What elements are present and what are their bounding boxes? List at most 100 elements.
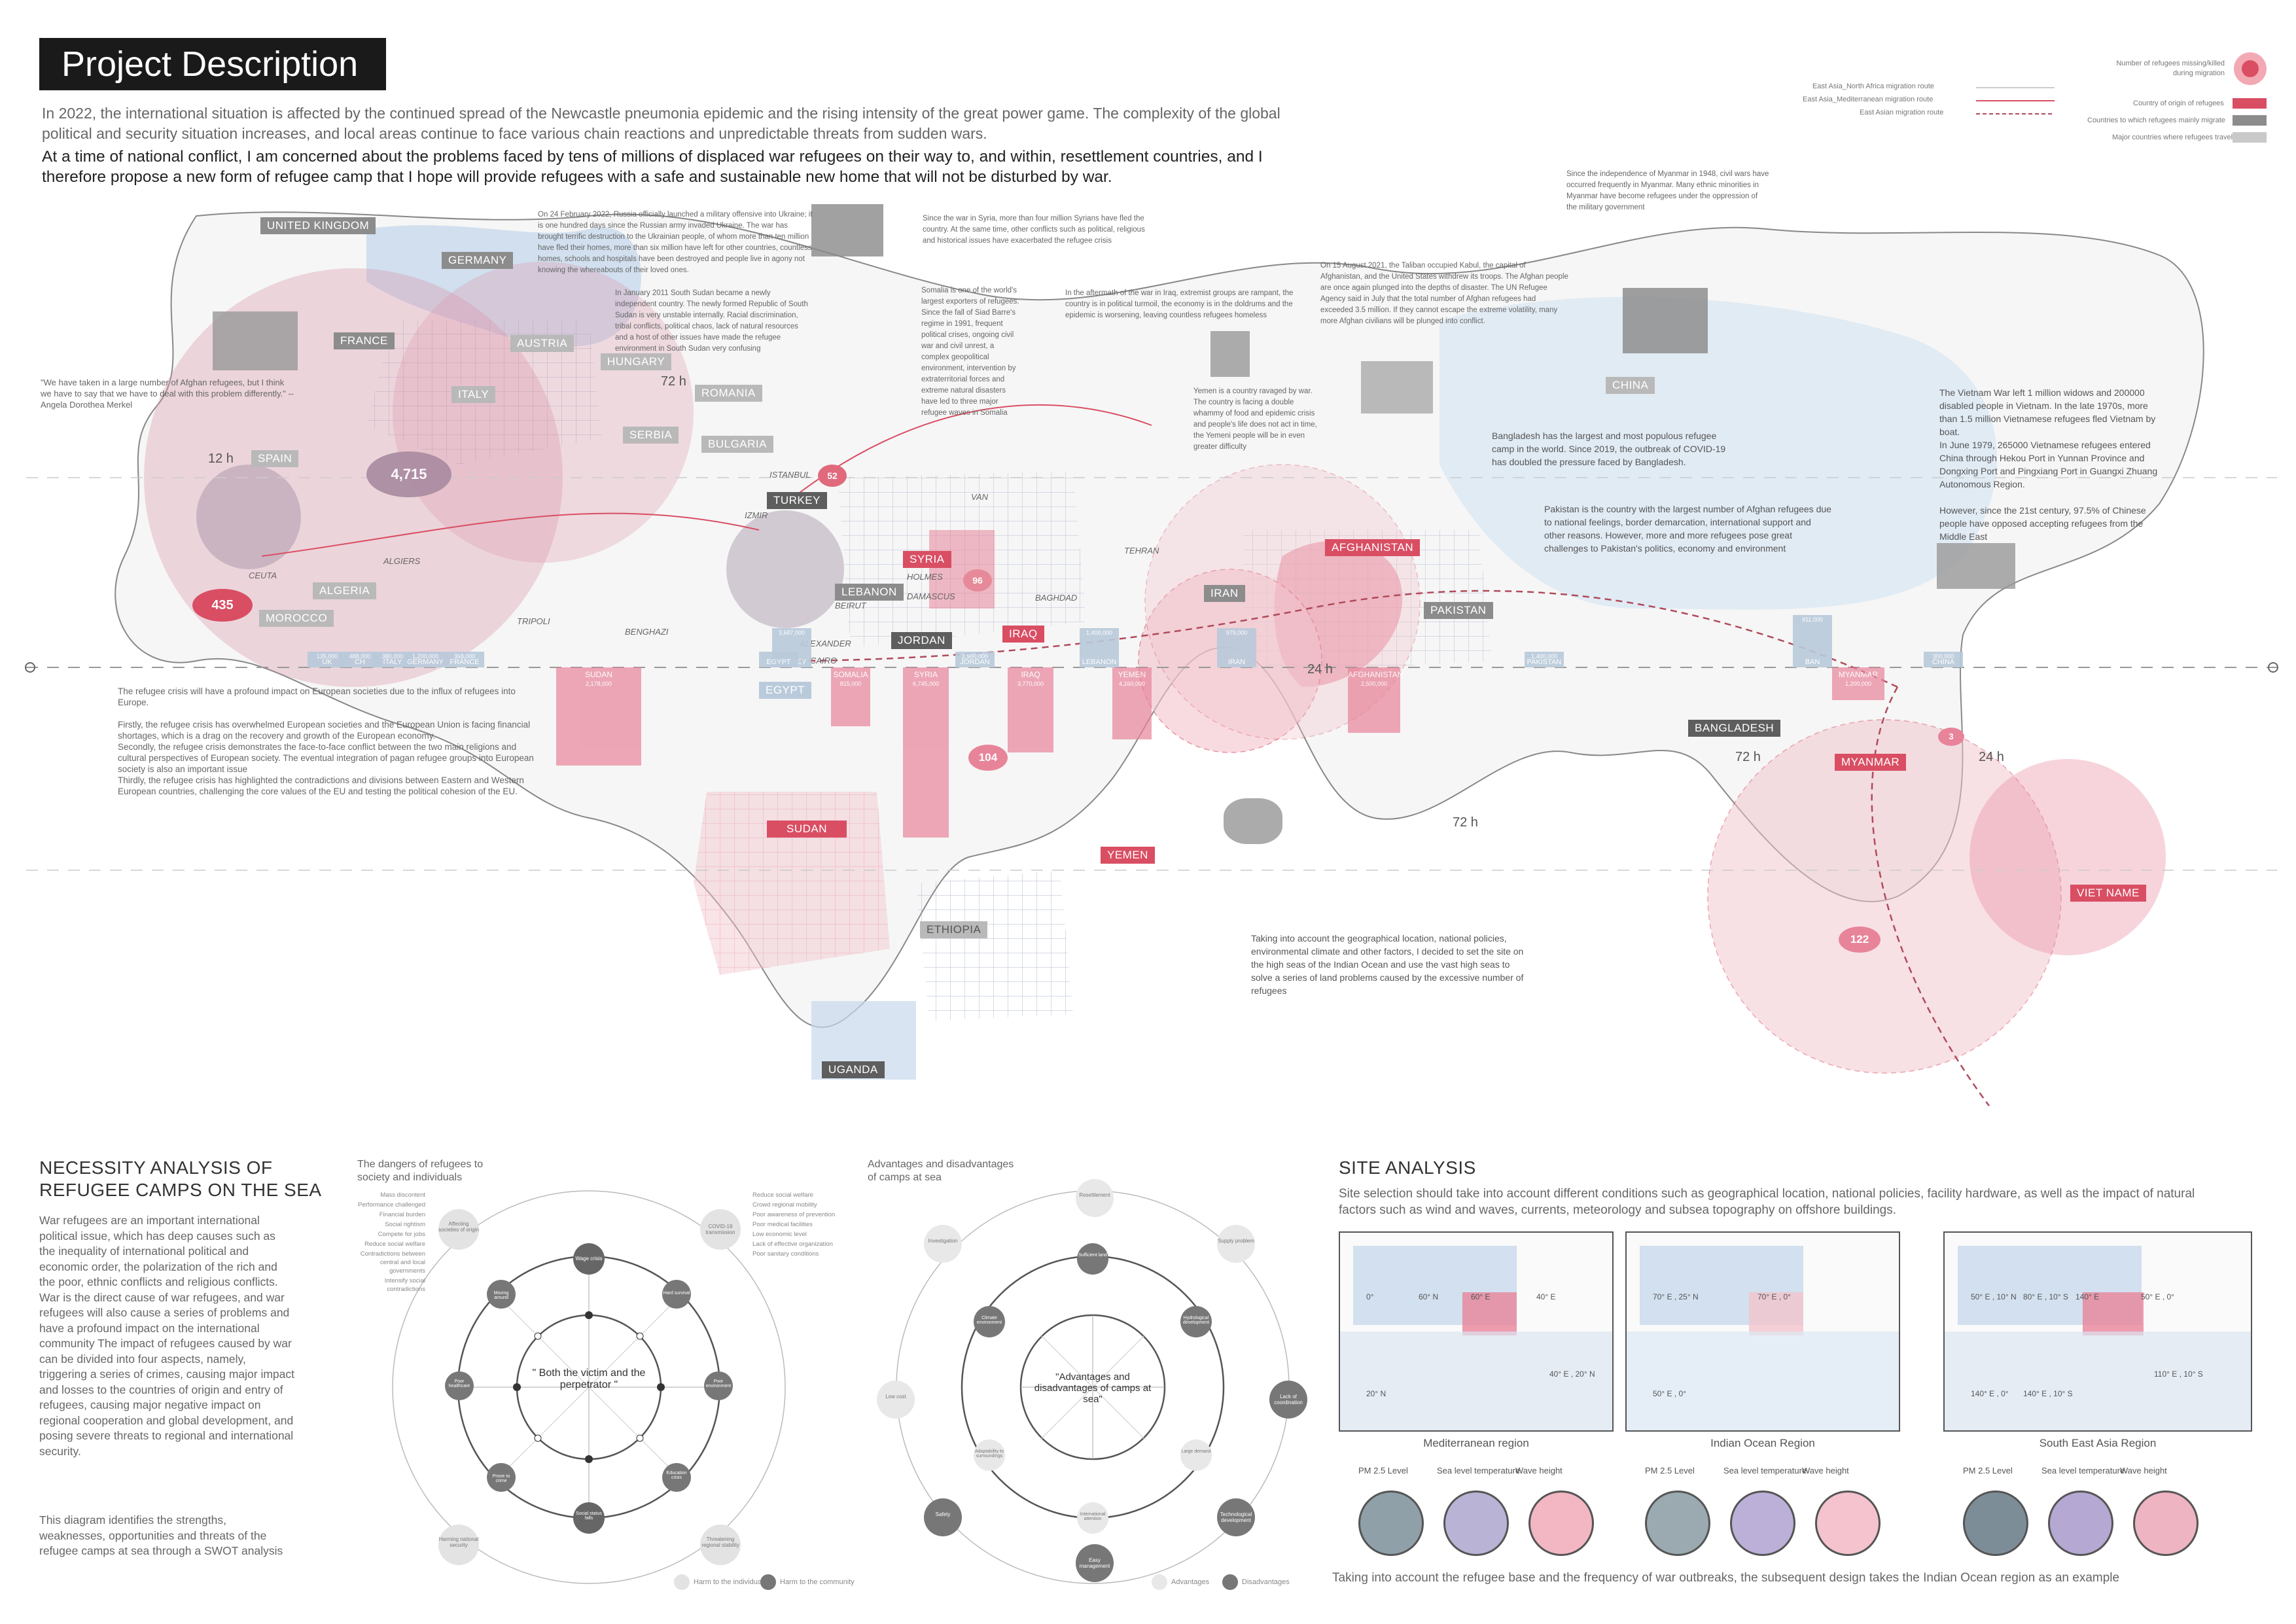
time-24h-vietnam: 24 h [1979,750,2004,764]
host-bar-country: UK [322,658,332,666]
label-morocco: MOROCCO [259,610,334,627]
metric-label: Wave height [1515,1466,1563,1475]
camps-inner-node: Adaptability to surroundings [974,1439,1005,1471]
origin-bar-value: 2,178,000 [585,680,612,687]
origin-bar-country: SUDAN [584,670,612,679]
label-austria: AUSTRIA [510,335,574,352]
host-bar-value: 2,900,000 [961,653,989,660]
host-bar-value: 1,400,000 [1086,629,1113,636]
origin-bar-value: 3,770,000 [1017,680,1044,687]
camps-diagram: "Advantages and disadvantages of camps a… [864,1178,1322,1597]
camps-center-text: "Advantages and disadvantages of camps a… [1034,1371,1152,1405]
origin-bar-country: AFGHANISTAN [1348,670,1404,679]
label-germany: GERMANY [442,252,514,269]
legend-disadvantages: Disadvantages [1242,1578,1290,1586]
region-sea-shape [1945,1332,2251,1430]
dangers-left-notes: Mass discontent Performance challenged Fin… [347,1191,425,1295]
dangers-inner-node-6: Prone to crime [487,1463,516,1492]
label-turkey: TURKEY [767,492,827,509]
legend-migrate-swatch [2233,115,2267,126]
time-24h-arabian: 24 h [1307,662,1333,677]
legend-community: Harm to the community [780,1578,855,1586]
camps-inner-node: Hydrological development [1180,1306,1212,1337]
legend-community-icon [760,1574,776,1590]
region-coord-label: 140° E , 0° [1971,1389,2009,1398]
label-algeria: ALGERIA [313,582,377,599]
dangers-right-note: Poor sanitary conditions [752,1250,819,1258]
host-bar-value: 488,000 [349,653,371,660]
host-bar-value: 3,687,000 [778,629,805,636]
dangers-right-note: Poor medical facilities [752,1221,813,1228]
metric-label: PM 2.5 Level [1645,1466,1695,1475]
metric-label: Sea level temperature [2041,1466,2125,1475]
host-bar: 1,200,000 GERMANY [406,652,445,667]
dangers-left-note: Intensify social contradictions [384,1277,425,1293]
dangers-right-note: Poor awareness of prevention [752,1211,836,1218]
dangers-inner-node-1: Wage crisis [573,1243,605,1275]
label-sudan: SUDAN [767,821,847,838]
city-tripoli: TRIPOLI [517,616,550,626]
legend-advantage-icon [1152,1574,1167,1590]
legend-item-origin: Country of origin of refugees [2133,99,2224,107]
dangers-inner-node-5: Social status falls [573,1502,605,1534]
metric-sphere [1730,1491,1795,1556]
city-algiers: ALGIERS [383,556,421,566]
city-beirut: BEIRUT [835,601,866,610]
metric-label: PM 2.5 Level [1358,1466,1408,1475]
label-uk: UNITED KINGDOM [260,217,376,234]
map-legend: East Asia_North Africa migration route E… [1793,52,2277,150]
camps-outer-node: Investigation [924,1225,962,1263]
region-coord-label: 140° E [2075,1292,2100,1301]
region-coord-label: 40° E [1536,1292,1556,1301]
region-sea-shape [1627,1332,1899,1430]
badge-missing-aegean: 52 [818,465,847,487]
host-bar: 368,000 FRANCE [445,652,484,667]
region-coord-label: 70° E , 0° [1757,1292,1791,1301]
city-istanbul: ISTANBUL [769,470,811,480]
host-bar-value: 1,400,000 [1530,653,1558,660]
city-van: VAN [971,492,989,502]
swot-note: This diagram identifies the strengths, w… [39,1513,283,1557]
dangers-outer-node-3: Threatening regional stability [700,1525,741,1565]
region-coord-label: 110° E , 10° S [2154,1369,2203,1379]
label-myanmar: MYANMAR [1835,754,1907,771]
legend-advantages: Advantages [1171,1578,1210,1586]
label-romania: ROMANIA [695,385,762,402]
note-europe-impact: The refugee crisis will have a profound … [118,686,534,796]
legend-route-2: East Asia_Mediterranean migration route [1803,96,1934,103]
origin-bar-value: 2,500,000 [1360,680,1388,687]
necessity-title: NECESSITY ANALYSIS OF REFUGEE CAMPS ON T… [39,1157,322,1200]
dangers-right-note: Lack of effective organization [752,1241,833,1248]
origin-bar-country: IRAQ [1021,670,1040,679]
legend-item-migrate: Countries to which refugees mainly migra… [2087,116,2225,124]
note-syria: Since the war in Syria, more than four m… [923,215,1145,245]
legend-item-travel: Major countries where refugees travel [2112,133,2233,141]
camps-outer-node: Lack of coordination [1269,1381,1307,1419]
host-bar-value: 911,000 [1802,616,1823,623]
region-coord-label: 60° E [1471,1292,1491,1301]
photo-afghanistan [1623,288,1708,353]
metric-sphere [1443,1491,1509,1556]
dangers-right-note: Crowd regional mobility [752,1201,817,1209]
camps-outer-node: Safety [924,1498,962,1536]
legend-individual-icon [674,1574,690,1590]
host-bar-country: PAKISTAN [1527,658,1562,666]
site-title: SITE ANALYSIS [1339,1157,1476,1178]
camps-outer-node: Technological development [1217,1498,1255,1536]
host-bar: EGYPT [759,652,798,667]
dangers-inner-node-7: Poor healthcare [445,1371,474,1400]
photo-plane [1361,361,1433,414]
site-region-map: 70° E , 25° N 50° E , 0° 70° E , 0° [1625,1231,1900,1432]
note-myanmar: Since the independence of Myanmar in 194… [1566,170,1769,211]
legend-item-missing: Number of refugees missing/killed during… [2116,60,2225,77]
host-bar-value: 1,200,000 [412,653,439,660]
photo-vietnam [1937,543,2015,589]
dangers-center-text: " Both the victim and the perpetrator " [532,1368,646,1390]
page-title: Project Description [39,38,386,90]
legend-travel-swatch [2233,132,2267,143]
dangers-right-note: Low economic level [752,1231,807,1238]
host-bar-value: 300,000 [1932,653,1954,660]
origin-bar-value: 4,160,000 [1118,680,1146,687]
origin-bar: SOMALIA 815,000 [831,667,870,726]
dangers-diagram-title: The dangers of refugees to society and i… [357,1159,484,1183]
